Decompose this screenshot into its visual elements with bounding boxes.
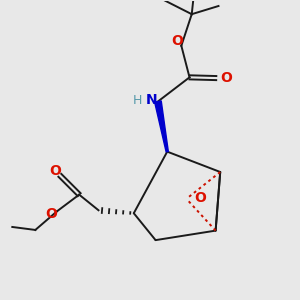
Text: O: O: [50, 164, 61, 178]
Text: O: O: [195, 191, 206, 205]
Text: O: O: [221, 71, 232, 85]
Polygon shape: [154, 101, 168, 152]
Text: O: O: [171, 34, 183, 48]
Text: N: N: [146, 93, 157, 107]
Text: H: H: [133, 94, 142, 106]
Text: O: O: [46, 207, 58, 221]
